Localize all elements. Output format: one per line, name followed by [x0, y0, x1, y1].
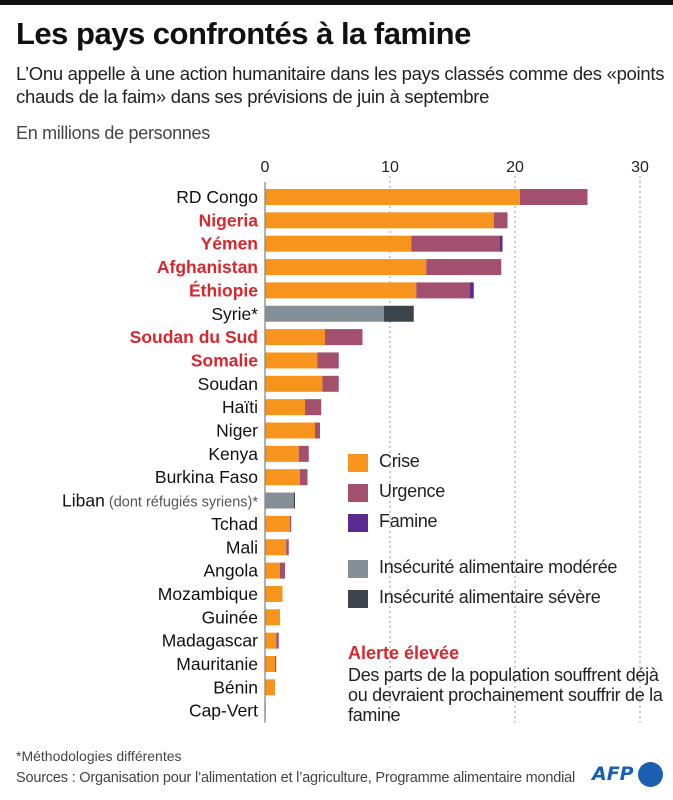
- bar-segment-severe: [383, 305, 414, 322]
- bar-segment-crise: [265, 282, 417, 299]
- methodology-note: *Méthodologies différentes: [16, 748, 182, 764]
- bar-segment-urgence: [520, 189, 588, 205]
- bar-segment-urgence: [493, 212, 508, 229]
- category-label: Liban (dont réfugiés syriens)*: [62, 491, 258, 511]
- category-label: Nigeria: [199, 210, 259, 230]
- bar-segment-urgence: [426, 259, 502, 276]
- bar-segment-urgence: [315, 422, 320, 439]
- legend-label: Insécurité alimentaire modérée: [379, 557, 618, 577]
- alert-description: Des parts de la population souffrent déj…: [348, 665, 663, 725]
- bar-segment-urgence: [411, 235, 500, 252]
- sources: Sources : Organisation pour l’alimentati…: [16, 770, 576, 786]
- bar-segment-crise: [265, 469, 300, 486]
- bar-segment-crise: [265, 515, 290, 532]
- bar-segment-crise: [265, 399, 305, 416]
- x-tick-label: 30: [631, 159, 649, 176]
- bar-segment-crise: [265, 585, 283, 602]
- bar-segment-crise: [265, 212, 494, 229]
- bar-segment-crise: [265, 235, 412, 252]
- bar-segment-urgence: [416, 282, 470, 299]
- category-label: Angola: [204, 561, 259, 581]
- chart-subtitle: L’Onu appelle à une action humanitaire d…: [16, 63, 665, 107]
- bar-segment-urgence: [300, 469, 308, 486]
- category-label: Cap-Vert: [189, 701, 258, 721]
- legend-label: Urgence: [379, 481, 445, 501]
- category-label: Bénin: [213, 677, 258, 697]
- bar-segment-moderee: [265, 492, 294, 509]
- category-label: Niger: [216, 421, 258, 441]
- category-label: RD Congo: [176, 187, 258, 207]
- bar-segment-urgence: [276, 632, 279, 649]
- category-label: Soudan du Sud: [130, 327, 258, 347]
- legend-label: Famine: [379, 511, 438, 531]
- bar-segment-moderee: [265, 305, 384, 322]
- legend-label: Crise: [379, 451, 420, 471]
- x-tick-label: 10: [381, 159, 399, 176]
- bar-segment-crise: [265, 539, 287, 556]
- bar-segment-urgence: [275, 656, 277, 672]
- bar-segment-crise: [265, 609, 280, 626]
- category-label: Syrie*: [211, 304, 258, 324]
- category-label: Tchad: [211, 514, 258, 534]
- bar-segment-crise: [265, 422, 315, 439]
- bar-segment-urgence: [298, 445, 309, 462]
- x-tick-label: 20: [506, 159, 524, 176]
- category-label: Mozambique: [158, 584, 258, 604]
- bar-segment-crise: [265, 352, 318, 369]
- legend-label: Insécurité alimentaire sévère: [379, 587, 601, 607]
- bar-segment-crise: [265, 632, 277, 649]
- bar-segment-famine: [500, 235, 503, 252]
- bar-segment-crise: [265, 679, 275, 696]
- afp-logo-dot-icon: [638, 762, 663, 787]
- legend-swatch-severe: [348, 590, 368, 608]
- category-label: Madagascar: [162, 631, 258, 651]
- bar-segment-urgence: [286, 539, 289, 556]
- legend-swatch-moderee: [348, 560, 368, 578]
- category-label: Mauritanie: [176, 654, 258, 674]
- category-label: Haïti: [222, 397, 258, 417]
- category-label: Somalie: [191, 350, 258, 370]
- bar-segment-crise: [265, 656, 275, 672]
- category-label: Soudan: [198, 374, 258, 394]
- bar-segment-crise: [265, 329, 325, 346]
- unit-label: En millions de personnes: [16, 123, 210, 143]
- bar-segment-urgence: [322, 375, 339, 392]
- afp-logo-text: AFP: [592, 763, 634, 785]
- bar-segment-urgence: [290, 515, 292, 532]
- alert-title: Alerte élevée: [348, 643, 460, 663]
- bar-segment-crise: [265, 375, 323, 392]
- bar-segment-crise: [265, 445, 299, 462]
- bar-segment-famine: [470, 282, 474, 299]
- chart-title: Les pays confrontés à la famine: [16, 16, 471, 51]
- bar-segment-urgence: [317, 352, 339, 369]
- legend-swatch-famine: [348, 514, 368, 532]
- bar-segment-urgence: [305, 399, 322, 416]
- category-label: Guinée: [202, 607, 258, 627]
- legend-swatch-urgence: [348, 484, 368, 502]
- category-label: Burkina Faso: [155, 467, 258, 487]
- legend-swatch-crise: [348, 454, 368, 472]
- bar-segment-crise: [265, 259, 427, 276]
- bar-segment-urgence: [325, 329, 363, 346]
- bar-segment-crise: [265, 562, 280, 579]
- x-tick-label: 0: [261, 159, 270, 176]
- category-label: Kenya: [208, 444, 258, 464]
- bar-segment-crise: [265, 189, 520, 205]
- category-label: Mali: [226, 537, 258, 557]
- category-label: Yémen: [201, 234, 258, 254]
- category-label: Éthiopie: [189, 279, 258, 300]
- category-label: Afghanistan: [157, 257, 258, 277]
- bar-segment-severe: [293, 492, 295, 509]
- top-rule: [0, 0, 673, 5]
- bar-segment-urgence: [280, 562, 285, 579]
